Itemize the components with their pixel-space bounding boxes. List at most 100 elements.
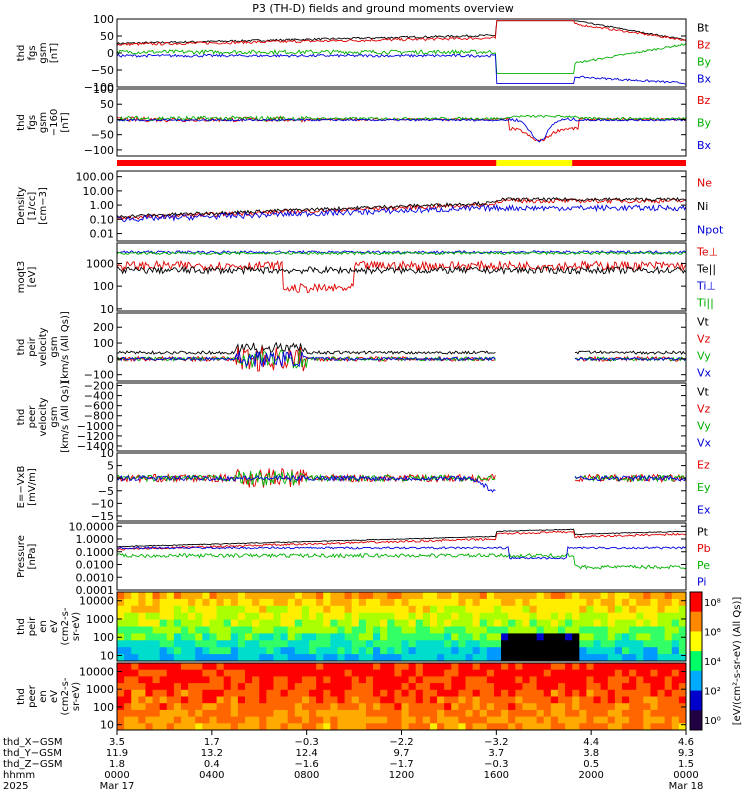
spectrogram-cell	[273, 669, 282, 677]
spectrogram-cell	[671, 689, 680, 697]
colorbar-band	[690, 710, 702, 731]
spectrogram-cell	[465, 626, 474, 634]
spectrogram-cell	[387, 605, 395, 614]
spectrogram-cell	[301, 647, 310, 655]
spectrogram-cell	[415, 633, 424, 641]
spectrogram-cell	[664, 654, 673, 662]
spectrogram-cell	[202, 676, 210, 684]
spectrogram-cell	[323, 703, 331, 711]
spectrogram-cell	[465, 663, 474, 671]
spectrogram-cell	[621, 647, 630, 655]
spectrogram-cell	[437, 696, 445, 704]
spectrogram-cell	[138, 709, 146, 718]
spectrogram-cell	[266, 605, 274, 614]
spectrogram-cell	[259, 683, 267, 691]
spectrogram-cell	[529, 626, 538, 634]
spectrogram-cell	[451, 723, 459, 731]
spectrogram-cell	[138, 663, 146, 671]
mode-bar-segment	[496, 160, 573, 166]
spectrogram-cell	[522, 703, 531, 711]
spectrogram-cell	[301, 723, 310, 731]
spectrogram-cell	[451, 626, 459, 634]
spectrogram-cell	[479, 598, 488, 607]
spectrogram-cell	[401, 647, 410, 655]
y-axis-label: eV	[49, 690, 60, 703]
spectrogram-cell	[166, 598, 175, 607]
spectrogram-cell	[614, 654, 623, 662]
spectrogram-cell	[259, 654, 267, 662]
spectrogram-cell	[145, 703, 154, 711]
spectrogram-cell	[230, 669, 239, 677]
y-axis-label: velocity	[38, 327, 49, 366]
spectrogram-cell	[401, 689, 410, 697]
spectrogram-cell	[358, 640, 367, 648]
spectrogram-cell	[657, 703, 666, 711]
spectrogram-cell	[451, 647, 459, 655]
spectrogram-cell	[621, 592, 630, 600]
spectrogram-cell	[351, 592, 360, 600]
spectrogram-cell	[643, 592, 651, 600]
spectrogram-cell	[323, 696, 331, 704]
spectrogram-cell	[643, 669, 651, 677]
panel-frame	[116, 242, 687, 312]
spectrogram-cell	[188, 696, 196, 704]
spectrogram-cell	[145, 683, 154, 691]
spectrogram-cell	[650, 612, 659, 621]
spectrogram-cell	[429, 703, 438, 711]
spectrogram-cell	[323, 676, 331, 684]
spectrogram-cell	[216, 703, 225, 711]
spectrogram-cell	[252, 654, 260, 662]
spectrogram-cell	[657, 640, 666, 648]
spectrogram-cell	[209, 598, 218, 607]
spectrogram-cell	[223, 640, 232, 648]
spectrogram-cell	[323, 716, 331, 724]
spectrogram-cell	[472, 626, 481, 634]
spectrogram-cell	[188, 669, 196, 677]
spectrogram-cell	[451, 633, 459, 641]
spectrogram-cell	[472, 716, 481, 724]
y-axis-label: thd	[16, 45, 27, 62]
spectrogram-cell	[664, 676, 673, 684]
spectrogram-cell	[465, 683, 474, 691]
spectrogram-cell	[607, 592, 616, 600]
spectrogram-cell	[373, 640, 381, 648]
spectrogram-cell	[266, 703, 274, 711]
ephemeris-z-value: 1.5	[678, 759, 694, 770]
spectrogram-cell	[444, 654, 452, 662]
spectrogram-cell	[429, 612, 438, 621]
legend-Bt: Bt	[697, 22, 710, 35]
spectrogram-cell	[358, 647, 367, 655]
spectrogram-cell	[429, 676, 438, 684]
y-tick-label: −100	[84, 369, 114, 382]
spectrogram-cell	[664, 716, 673, 724]
spectrogram-cell	[636, 640, 644, 648]
legend-Ne: Ne	[697, 177, 712, 190]
y-tick-label: 100	[93, 280, 114, 293]
ephemeris-z-value: −1.6	[295, 759, 319, 770]
spectrogram-cell	[678, 689, 687, 697]
spectrogram-cell	[188, 592, 196, 600]
spectrogram-cell	[664, 689, 673, 697]
colorbar-frame	[689, 591, 703, 731]
spectrogram-cell	[373, 612, 381, 621]
spectrogram-cell	[472, 605, 481, 614]
y-axis-label: thd	[16, 618, 27, 635]
spectrogram-cell	[394, 703, 402, 711]
spectrogram-cell	[138, 647, 146, 655]
y-axis-label: gsm	[38, 42, 49, 63]
spectrogram-cell	[181, 663, 189, 671]
spectrogram-cell	[458, 689, 467, 697]
y-axis-label: gsm	[38, 112, 49, 133]
spectrogram-cell	[351, 598, 360, 607]
spectrogram-cell	[373, 703, 381, 711]
spectrogram-cell	[586, 676, 595, 684]
spectrogram-cell	[572, 640, 580, 648]
spectrogram-cell	[479, 663, 488, 671]
legend-Vy: Vy	[697, 350, 711, 363]
spectrogram-cell	[173, 689, 182, 697]
spectrogram-cell	[600, 696, 609, 704]
spectrogram-cell	[309, 683, 317, 691]
spectrogram-cell	[152, 592, 161, 600]
spectrogram-cell	[309, 689, 317, 697]
